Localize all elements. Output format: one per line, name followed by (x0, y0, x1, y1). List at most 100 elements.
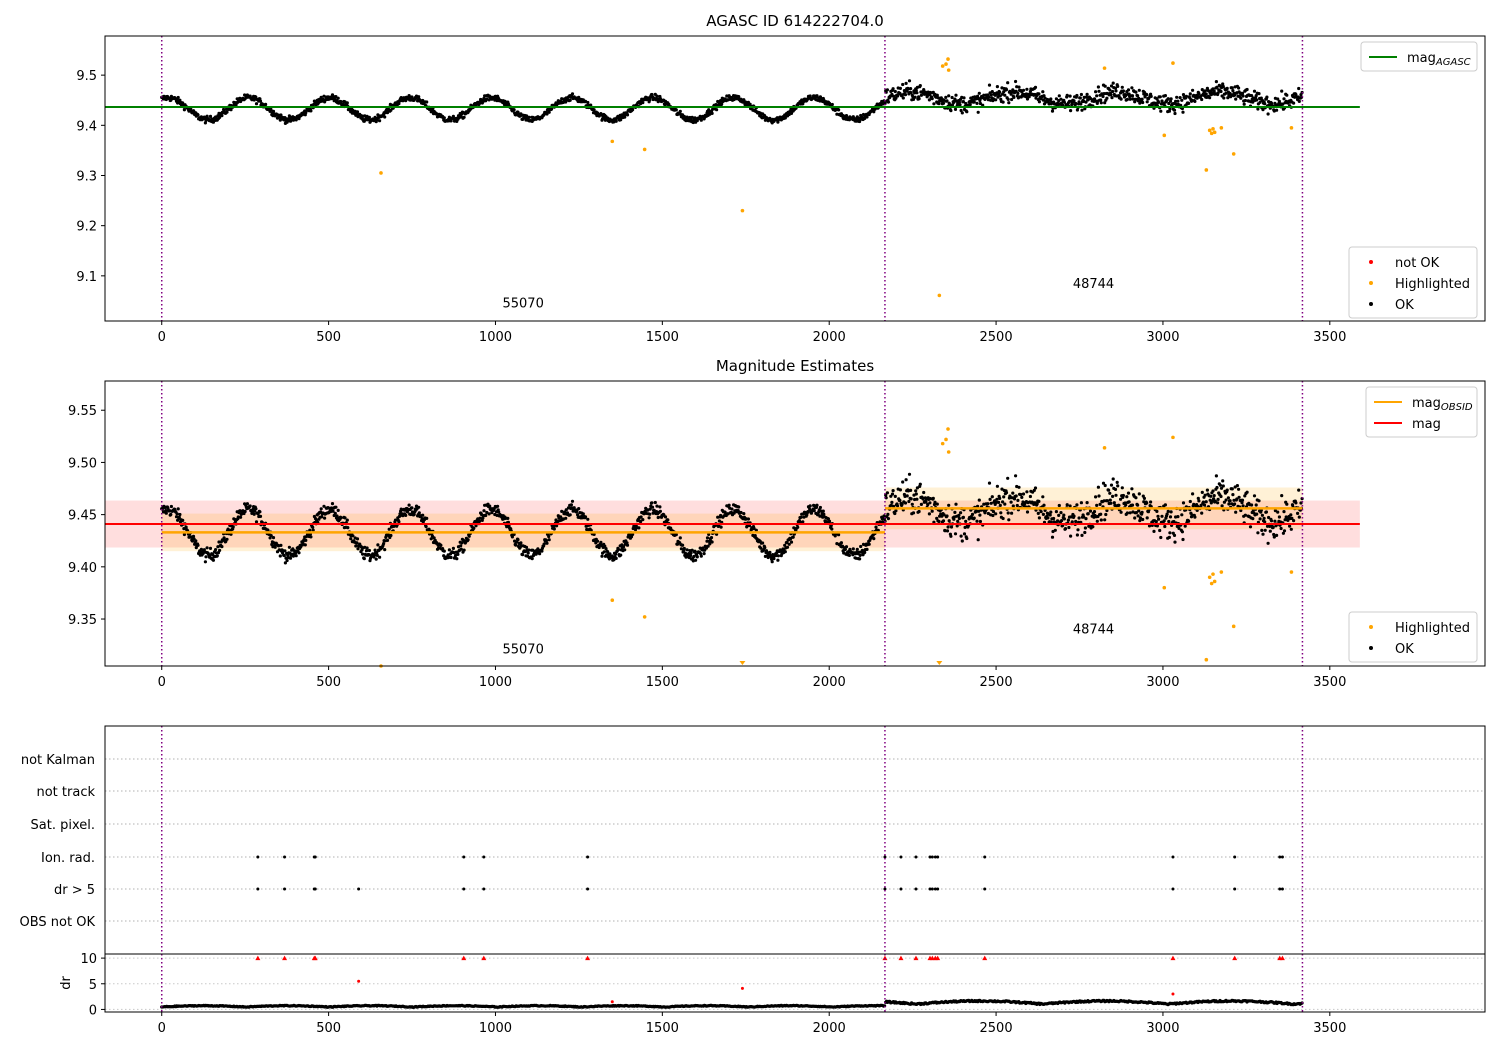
ok-point (1050, 535, 1055, 539)
ok-point (1096, 85, 1100, 89)
ok-point (1109, 483, 1114, 487)
ok-point (385, 111, 390, 115)
ok-point (1104, 512, 1108, 517)
ok-point (909, 488, 913, 492)
ok-point (641, 101, 645, 105)
ok-point (382, 542, 386, 546)
ok-point (995, 85, 1000, 89)
ok-point (194, 539, 198, 543)
ok-point (1130, 86, 1134, 90)
ok-point (988, 497, 992, 501)
ok-point (1126, 88, 1131, 92)
ok-point (1011, 88, 1015, 92)
ok-point (330, 502, 335, 506)
ok-point (449, 119, 453, 123)
ok-point (229, 108, 233, 112)
ok-point (527, 548, 531, 552)
x-tick-label: 2000 (813, 330, 846, 345)
ok-point (1130, 94, 1135, 98)
ok-point (1193, 515, 1197, 519)
legend-subscript: OBSID (1441, 402, 1473, 413)
flag-point (462, 887, 466, 891)
ok-point (410, 506, 414, 510)
ok-point (1201, 500, 1205, 504)
ok-point (1042, 94, 1046, 98)
ok-point (917, 509, 921, 514)
ok-point (1077, 100, 1081, 104)
ok-point (914, 489, 918, 493)
ok-point (702, 552, 706, 556)
ok-point (1137, 492, 1141, 496)
ok-point (919, 502, 924, 506)
ok-point (1149, 94, 1153, 98)
x-tick-label: 3500 (1313, 675, 1346, 690)
ok-point (1230, 86, 1234, 90)
ok-point (1234, 97, 1238, 101)
flag-row-label: Sat. pixel. (31, 818, 95, 833)
ok-point (956, 519, 960, 524)
ok-point (681, 543, 685, 547)
ok-point (893, 494, 897, 498)
ok-point (376, 543, 380, 547)
flag-point (1280, 855, 1284, 859)
ok-point (1263, 102, 1267, 106)
ok-point (730, 507, 734, 511)
ok-point (1080, 108, 1084, 112)
ok-point (1017, 485, 1021, 489)
ok-point (1215, 485, 1219, 490)
ok-point (1107, 488, 1111, 492)
ok-point (772, 557, 776, 561)
ok-point (631, 108, 635, 112)
ok-point (1252, 89, 1257, 93)
ok-point (339, 100, 343, 104)
flag-row-label: OBS not OK (20, 915, 96, 930)
ok-point (397, 520, 401, 524)
ok-point (1266, 112, 1270, 116)
ok-point (1117, 503, 1121, 507)
ok-point (1091, 525, 1095, 529)
ok-point (1181, 93, 1186, 97)
ok-point (904, 478, 908, 482)
ok-point (184, 525, 188, 529)
ok-point (886, 100, 891, 104)
highlighted-point (642, 615, 647, 619)
ok-point (218, 548, 222, 553)
ok-point (345, 101, 349, 105)
ok-point (1078, 96, 1082, 100)
ok-point (964, 519, 968, 524)
ok-point (455, 557, 459, 561)
ok-point (1027, 95, 1031, 99)
ok-point (482, 509, 486, 513)
ok-point (655, 94, 659, 98)
ok-point (1007, 518, 1011, 522)
ok-point (496, 504, 500, 508)
ok-point (1003, 502, 1007, 506)
ok-point (217, 540, 221, 544)
ok-point (872, 537, 876, 541)
ok-point (935, 93, 939, 97)
ok-point (1099, 101, 1103, 105)
ok-point (959, 511, 963, 515)
ok-point (818, 505, 823, 510)
ok-point (962, 96, 966, 100)
ok-point (1235, 484, 1239, 488)
ok-point (417, 95, 421, 99)
ok-point (1176, 99, 1180, 103)
ok-point (930, 509, 934, 513)
ok-point (1042, 503, 1046, 507)
y-tick-label: 9.35 (68, 613, 97, 628)
ok-point (1049, 510, 1053, 514)
ok-point (709, 536, 714, 540)
ok-point (1075, 93, 1079, 98)
ok-point (886, 517, 891, 521)
ok-point (1214, 80, 1218, 84)
ok-point (965, 536, 969, 541)
ok-point (1033, 85, 1038, 89)
ok-point (901, 480, 905, 484)
flag-point (1278, 855, 1282, 859)
ok-point (776, 558, 780, 562)
ok-point (656, 515, 660, 520)
highlighted-point (1204, 657, 1209, 662)
y-tick-label: 9.40 (68, 561, 97, 576)
ok-point (928, 501, 932, 505)
